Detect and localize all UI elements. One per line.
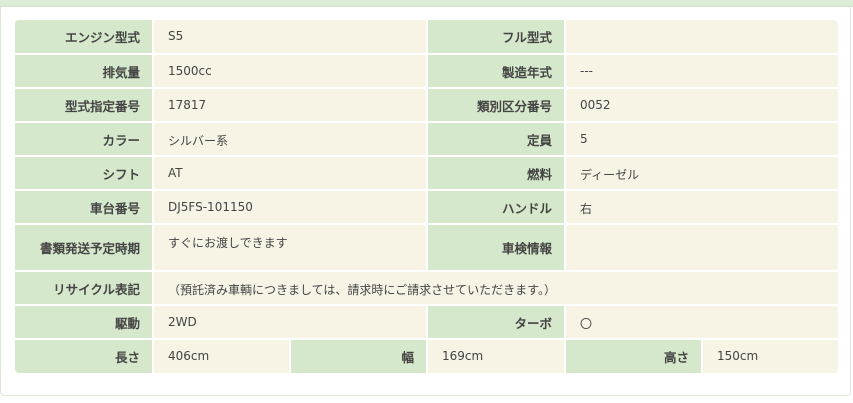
spec-label: 車検情報 [426, 223, 567, 272]
spec-label: 長さ [15, 338, 154, 373]
table-row: 書類発送予定時期 すぐにお渡しできます 車検情報 [15, 223, 839, 272]
top-band [0, 0, 853, 7]
table-row: 排気量 1500cc 製造年式 --- [15, 53, 839, 89]
spec-value: 5 [564, 121, 839, 157]
spec-value: シルバー系 [151, 121, 429, 157]
spec-value: DJ5FS-101150 [151, 189, 429, 225]
table-row: カラー シルバー系 定員 5 [15, 121, 839, 157]
spec-label: 燃料 [426, 155, 567, 191]
vehicle-spec-table: エンジン型式 S5 フル型式 排気量 1500cc 製造年式 --- 型式指定番号 17817 類… [15, 20, 839, 373]
table-row: リサイクル表記 （預託済み車輌につきましては、請求時にご請求させていただきます。） [15, 270, 839, 306]
spec-label: 書類発送予定時期 [15, 223, 154, 272]
spec-label: 幅 [288, 338, 429, 373]
spec-value: 右 [564, 189, 839, 225]
spec-label: ターボ [426, 304, 567, 340]
spec-label: フル型式 [426, 20, 567, 55]
spec-label: 定員 [426, 121, 567, 157]
spec-label: 型式指定番号 [15, 87, 154, 123]
table-row: 車台番号 DJ5FS-101150 ハンドル右 [15, 189, 839, 225]
spec-value: 169cm [426, 338, 567, 373]
spec-label: 車台番号 [15, 189, 154, 225]
spec-value: すぐにお渡しできます [151, 223, 429, 272]
spec-value: --- [564, 53, 839, 89]
spec-label: リサイクル表記 [15, 270, 154, 306]
table-row: 型式指定番号 17817 類別区分番号 0052 [15, 87, 839, 123]
spec-value: 2WD [151, 304, 429, 340]
spec-value: 1500cc [151, 53, 429, 89]
spec-label: 製造年式 [426, 53, 567, 89]
spec-label: シフト [15, 155, 154, 191]
table-row: エンジン型式 S5 フル型式 [15, 20, 839, 55]
spec-value: 0052 [564, 87, 839, 123]
spec-value: 17817 [151, 87, 429, 123]
spec-value: 406cm [152, 338, 291, 373]
spec-value [564, 223, 839, 272]
spec-value: S5 [151, 20, 429, 55]
spec-label: 排気量 [15, 53, 154, 89]
spec-label: ハンドル [426, 189, 567, 225]
spec-value: （預託済み車輌につきましては、請求時にご請求させていただきます。） [151, 270, 839, 306]
spec-value [564, 20, 839, 55]
spec-label: 駆動 [15, 304, 154, 340]
spec-value: 〇 [564, 304, 839, 340]
table-row: 駆動 2WD ターボ〇 [15, 304, 839, 340]
table-row: 長さ 406cm 幅 169cm 高さ 150cm [15, 338, 839, 373]
spec-value: ディーゼル [564, 155, 839, 191]
spec-label: 類別区分番号 [426, 87, 567, 123]
spec-label: エンジン型式 [15, 20, 154, 55]
spec-label: カラー [15, 121, 154, 157]
spec-label: 高さ [564, 338, 704, 373]
table-row: シフト AT 燃料 ディーゼル [15, 155, 839, 191]
spec-value: 150cm [701, 338, 839, 373]
spec-value: AT [151, 155, 429, 191]
spec-panel [0, 7, 851, 396]
